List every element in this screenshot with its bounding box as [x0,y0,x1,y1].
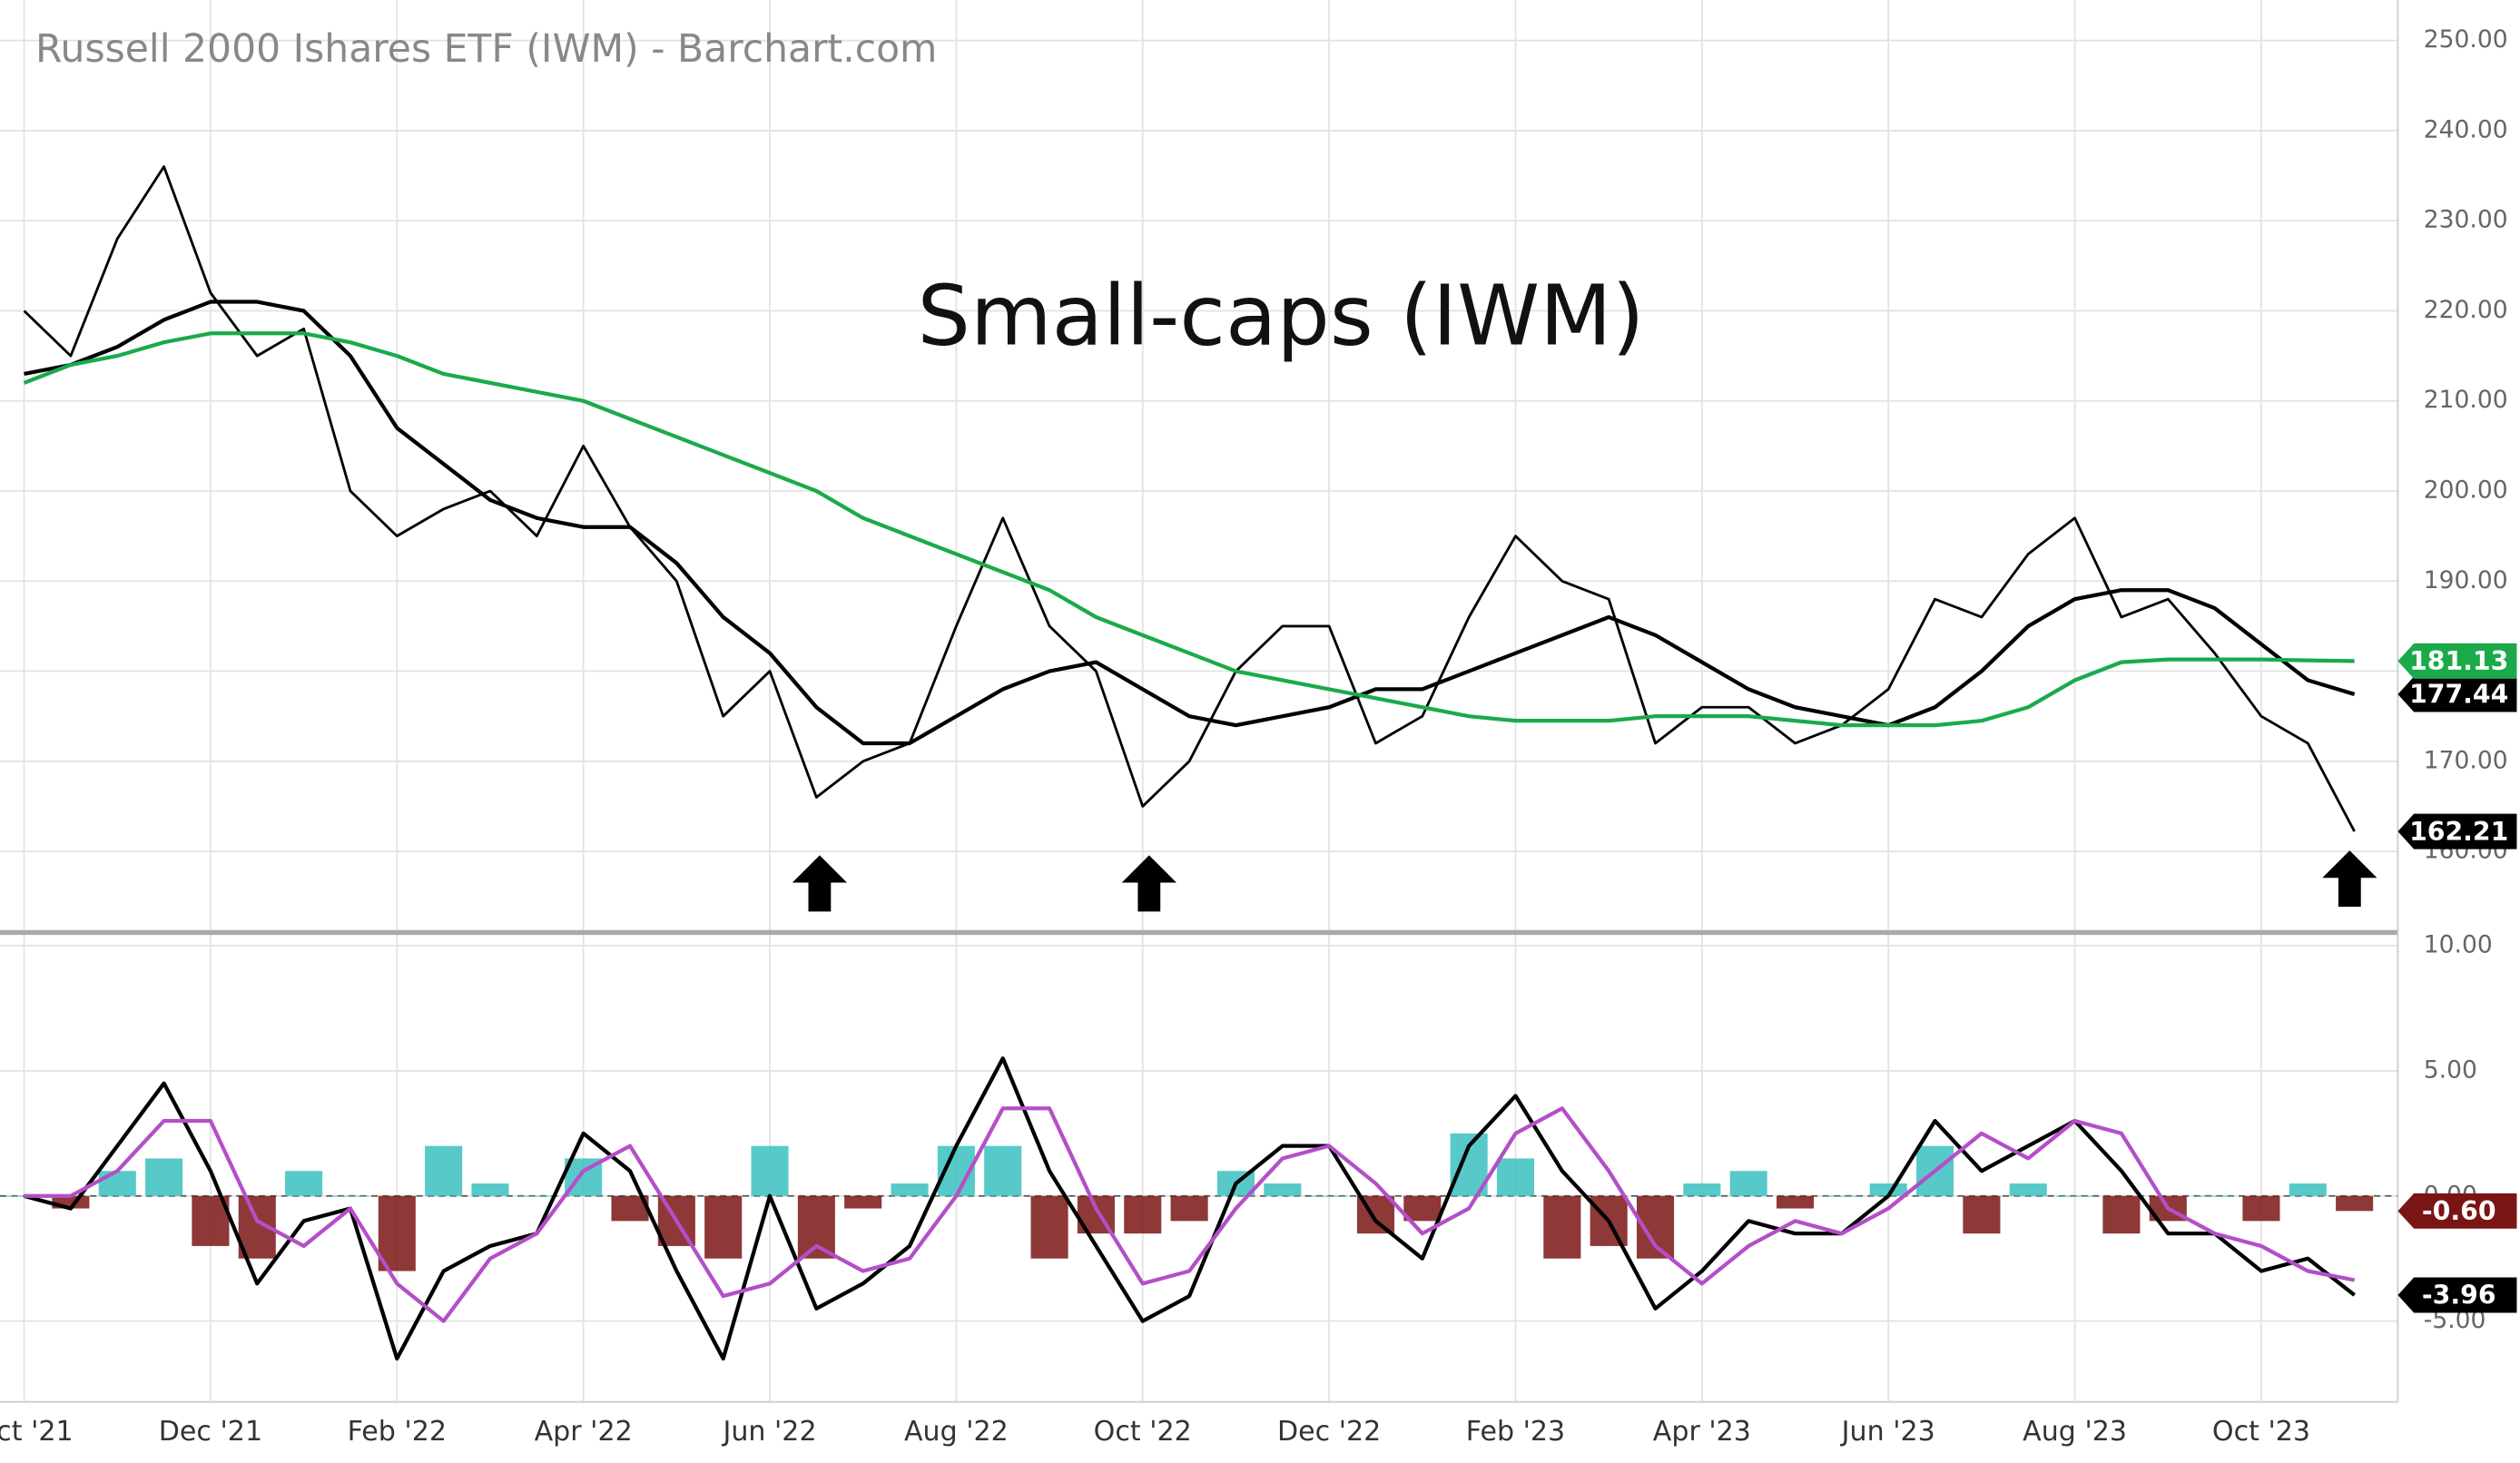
x-tick-label: Dec '22 [1277,1416,1381,1448]
histogram-bar [1777,1195,1815,1209]
histogram-bar [425,1145,463,1196]
y-tick-label: 230.00 [2424,206,2508,234]
value-badge-label: 181.13 [2409,646,2508,676]
x-tick-label: Oct '22 [1094,1416,1192,1448]
x-tick-label: Aug '22 [904,1416,1009,1448]
histogram-bar [2242,1195,2280,1222]
histogram-bar [2009,1183,2047,1196]
series-line [23,331,2355,728]
y-tick-label: 200.00 [2424,476,2508,505]
histogram-bar [1963,1195,2001,1234]
histogram-bar [331,1195,369,1197]
series-line [24,299,2356,746]
y-tick-label: 220.00 [2424,296,2508,324]
value-badge [2397,676,2517,712]
histogram-bar [2056,1195,2094,1197]
x-tick-label: Aug '23 [2023,1416,2127,1448]
arrow [792,855,848,912]
series-line [23,165,2356,832]
histogram-bar [98,1171,136,1196]
histogram-bar [1310,1195,1348,1197]
x-tick-label: Feb '22 [348,1416,447,1448]
value-badge-label: -0.60 [2422,1196,2496,1226]
histogram-bar [1683,1183,1721,1196]
histogram-bar [517,1195,556,1197]
arrow [1121,855,1176,912]
value-badge [2397,1277,2517,1313]
value-badge [2397,643,2517,679]
histogram-bar [891,1183,929,1196]
histogram-bar [2102,1195,2141,1234]
y-tick-label: 240.00 [2424,115,2508,143]
histogram-bar [1496,1158,1535,1196]
y-tick-label: 250.00 [2424,25,2508,54]
histogram-bar [2336,1195,2374,1212]
histogram-bar [751,1145,789,1196]
value-badge [2397,1193,2517,1229]
histogram-bar [285,1171,323,1196]
value-badge-label: -3.96 [2422,1281,2496,1311]
annotation: Small-caps (IWM) [918,268,1645,365]
histogram-bar [2289,1183,2327,1196]
histogram-bar [1030,1195,1068,1259]
x-tick-label: Dec '21 [159,1416,262,1448]
x-tick-label: Oct '21 [0,1416,74,1448]
series-line [24,1056,2356,1361]
x-tick-label: Jun '23 [1840,1416,1935,1448]
value-badge-label: 162.21 [2409,817,2508,847]
y-tick-label: 210.00 [2424,386,2508,414]
histogram-bar [378,1195,416,1272]
x-tick-label: Feb '23 [1466,1416,1565,1448]
x-tick-label: Apr '22 [535,1416,633,1448]
series-line [24,1106,2356,1323]
arrow [2322,850,2377,908]
y-tick-label: 170.00 [2424,746,2508,774]
histogram-bar [1869,1183,1907,1196]
histogram-bar [797,1195,835,1259]
x-tick-label: Apr '23 [1653,1416,1751,1448]
histogram-bar [2196,1195,2234,1197]
value-badge [2397,813,2517,849]
y-tick-label: 190.00 [2424,566,2508,594]
histogram-bar [984,1145,1022,1196]
y-tick-label: 5.00 [2424,1056,2477,1084]
histogram-bar [1823,1195,1861,1197]
histogram-bar [1403,1195,1442,1222]
histogram-bar [1170,1195,1208,1222]
chart-title: Russell 2000 Ishares ETF (IWM) - Barchar… [35,27,938,72]
histogram-bar [1543,1195,1581,1259]
histogram-bar [1729,1171,1767,1196]
plot [5,165,2374,1361]
x-tick-label: Oct '23 [2212,1416,2310,1448]
histogram-bar [471,1183,509,1196]
histogram-bar [844,1195,882,1209]
y-tick-label: 10.00 [2424,930,2493,958]
x-tick-label: Jun '22 [721,1416,816,1448]
histogram-bar [1264,1183,1302,1196]
histogram-bar [145,1158,183,1196]
badges: 162.21 177.44 181.13 -3.96 -0.60 [2397,643,2517,1313]
histogram-bar [1124,1195,1162,1234]
histogram-bar [704,1195,743,1259]
value-badge-label: 177.44 [2409,680,2508,710]
